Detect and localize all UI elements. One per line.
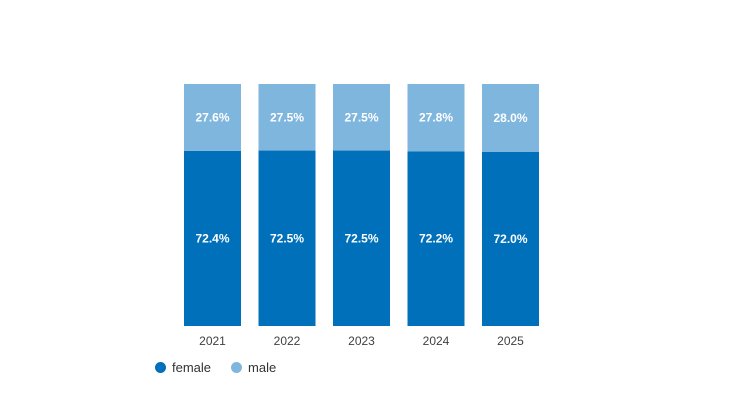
data-label-male-2023: 27.5%	[344, 110, 378, 124]
bar-segment-male-2025[interactable]	[482, 84, 539, 152]
legend-label-male: male	[248, 360, 277, 375]
legend-label-female: female	[172, 360, 212, 375]
bar-segment-male-2021[interactable]	[184, 84, 241, 151]
bar-segment-female-2023[interactable]	[333, 150, 390, 326]
bar-segment-female-2022[interactable]	[258, 150, 316, 326]
bar-segment-female-2024[interactable]	[407, 151, 465, 326]
x-tick-label-2021: 2021	[199, 334, 226, 348]
x-tick-label-2025: 2025	[497, 334, 524, 348]
legend-item-female[interactable]: female	[155, 360, 211, 375]
bar-segment-male-2024[interactable]	[407, 84, 465, 152]
data-label-female-2022: 72.5%	[270, 231, 304, 245]
data-label-female-2024: 72.2%	[419, 232, 453, 246]
legend-swatch-male	[231, 362, 243, 373]
bar-segment-female-2021[interactable]	[184, 150, 241, 326]
data-label-male-2021: 27.6%	[195, 110, 229, 124]
bar-segment-male-2022[interactable]	[258, 84, 316, 151]
data-label-female-2025: 72.0%	[493, 232, 527, 246]
x-tick-label-2024: 2024	[423, 334, 450, 348]
x-tick-label-2023: 2023	[348, 334, 375, 348]
bar-segment-female-2025[interactable]	[482, 151, 539, 326]
data-label-female-2023: 72.5%	[344, 231, 378, 245]
data-label-male-2025: 28.0%	[493, 111, 527, 125]
data-label-male-2022: 27.5%	[270, 110, 304, 124]
x-tick-label-2022: 2022	[274, 334, 301, 348]
legend: female male	[155, 360, 296, 375]
legend-item-male[interactable]: male	[231, 360, 276, 375]
legend-swatch-female	[155, 362, 166, 373]
bar-segment-male-2023[interactable]	[333, 84, 390, 151]
data-label-female-2021: 72.4%	[195, 231, 229, 245]
data-label-male-2024: 27.8%	[419, 111, 453, 125]
